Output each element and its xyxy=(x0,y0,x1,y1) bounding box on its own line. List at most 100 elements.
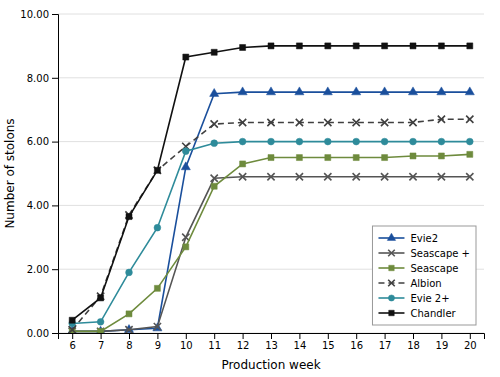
grid xyxy=(58,14,484,333)
marker-group xyxy=(409,173,416,180)
tick-label: 8.00 xyxy=(27,73,49,84)
marker-group xyxy=(295,87,304,95)
y-tick: 2.00 xyxy=(27,264,58,275)
marker xyxy=(96,326,105,333)
marker-group xyxy=(183,54,189,60)
marker xyxy=(154,285,160,291)
marker xyxy=(97,318,104,325)
marker-group xyxy=(267,119,274,126)
marker xyxy=(296,119,303,126)
tick-mark xyxy=(441,333,442,339)
marker-group xyxy=(438,43,444,49)
x-tick: 7 xyxy=(98,333,104,351)
marker xyxy=(210,88,219,96)
marker-group xyxy=(382,43,388,49)
marker-group xyxy=(211,175,218,182)
legend-label: Evie 2+ xyxy=(410,293,449,304)
tick-mark xyxy=(186,333,187,339)
marker xyxy=(97,328,104,333)
marker xyxy=(381,138,388,145)
marker xyxy=(239,119,246,126)
series-line xyxy=(72,142,470,324)
tick-label: 12 xyxy=(237,340,250,351)
marker-group xyxy=(437,87,446,95)
x-tick: 13 xyxy=(265,333,278,351)
x-tick: 16 xyxy=(350,333,363,351)
x-tick: 20 xyxy=(464,333,477,351)
marker-group xyxy=(97,293,104,300)
marker xyxy=(240,44,246,50)
marker xyxy=(126,269,133,276)
marker xyxy=(183,244,189,250)
marker-group xyxy=(154,167,160,173)
marker-group xyxy=(408,87,417,95)
marker xyxy=(267,173,274,180)
marker-group xyxy=(267,173,274,180)
axis-line xyxy=(59,334,485,340)
marker-group xyxy=(410,138,417,145)
legend-marker xyxy=(388,295,394,301)
tick-label: 11 xyxy=(208,340,221,351)
tick-mark xyxy=(271,333,272,339)
legend-item: Seascape + xyxy=(378,248,470,259)
marker xyxy=(211,140,218,147)
marker-group xyxy=(97,328,104,333)
series-line xyxy=(72,119,470,330)
legend-marker xyxy=(387,233,395,240)
marker xyxy=(266,87,275,95)
marker xyxy=(69,326,76,333)
plot: 678910111213141516171819200.002.004.006.… xyxy=(20,9,484,351)
legend-label: Seascape + xyxy=(410,248,470,259)
y-tick: 8.00 xyxy=(27,73,58,84)
marker xyxy=(325,43,331,49)
legend-label: Albion xyxy=(410,278,441,289)
legend-item: Chandler xyxy=(378,308,456,319)
marker-group xyxy=(96,326,105,333)
tick-label: 10.00 xyxy=(20,9,49,20)
legend-frame xyxy=(372,226,476,325)
x-tick: 19 xyxy=(436,333,449,351)
marker xyxy=(124,325,133,333)
marker-group xyxy=(154,323,161,330)
marker xyxy=(467,151,473,157)
marker xyxy=(211,183,217,189)
marker-group xyxy=(240,161,246,167)
marker xyxy=(97,293,104,300)
marker xyxy=(238,87,247,95)
marker-group xyxy=(211,120,218,127)
marker xyxy=(126,214,132,220)
tick-label: 13 xyxy=(265,340,278,351)
marker-group xyxy=(296,119,303,126)
legend-marker-group xyxy=(388,295,394,301)
marker-group xyxy=(382,155,388,161)
marker-group xyxy=(466,173,473,180)
marker-group xyxy=(466,138,473,145)
series xyxy=(69,138,473,327)
marker xyxy=(325,155,331,161)
marker xyxy=(239,138,246,145)
marker xyxy=(268,43,274,49)
marker xyxy=(211,175,218,182)
legend-marker-group xyxy=(388,280,395,287)
marker xyxy=(381,173,388,180)
x-axis-title: Production week xyxy=(221,358,320,372)
series xyxy=(68,87,475,333)
marker xyxy=(381,119,388,126)
tick-label: 9 xyxy=(155,340,161,351)
marker xyxy=(466,116,473,123)
marker-group xyxy=(98,328,104,333)
marker xyxy=(240,161,246,167)
tick-mark xyxy=(413,333,414,339)
marker-group xyxy=(438,138,445,145)
marker xyxy=(437,87,446,95)
marker-group xyxy=(438,173,445,180)
marker-group xyxy=(352,87,361,95)
marker xyxy=(296,173,303,180)
marker xyxy=(323,87,332,95)
y-tick: 6.00 xyxy=(27,136,58,147)
tick-mark xyxy=(52,142,58,143)
legend-item: Evie 2+ xyxy=(378,293,449,304)
marker-group xyxy=(239,173,246,180)
marker-group xyxy=(266,87,275,95)
x-tick: 12 xyxy=(237,333,250,351)
